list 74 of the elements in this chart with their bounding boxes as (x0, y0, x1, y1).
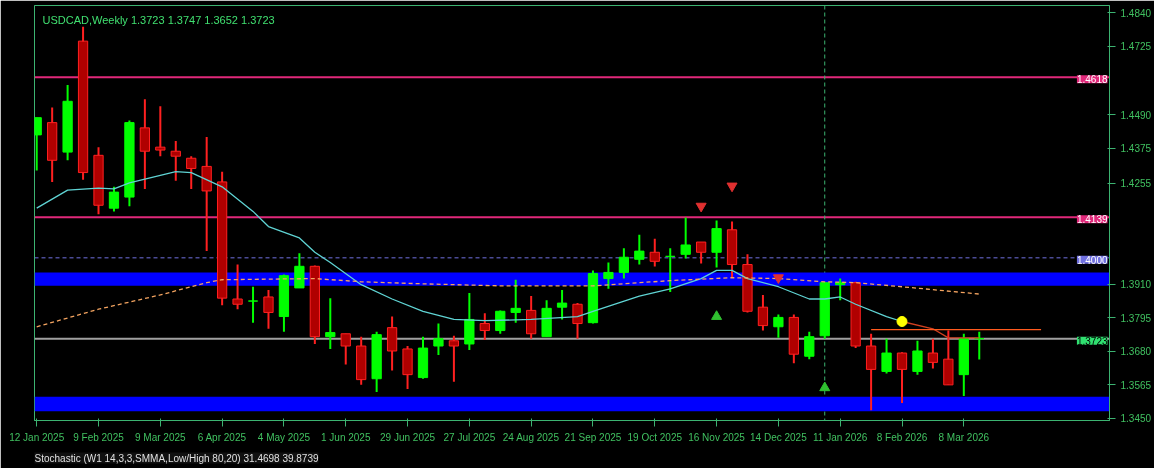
x-tick-label: 24 Aug 2025 (502, 431, 560, 443)
candlestick (634, 233, 645, 266)
candlestick (495, 309, 506, 335)
ref-line-label: 1.3723 (1076, 335, 1108, 347)
candlestick (896, 351, 908, 404)
candlestick (247, 285, 259, 324)
candlestick (912, 339, 923, 376)
x-tick-label: 29 Jun 2025 (380, 431, 436, 443)
candlestick (170, 140, 181, 182)
x-tick-label: 9 Mar 2025 (135, 431, 187, 443)
x-tick-label: 9 Feb 2025 (73, 431, 125, 443)
candlestick (773, 313, 784, 339)
candlestick (665, 247, 676, 293)
candlestick (155, 105, 166, 158)
candlestick (618, 247, 630, 280)
ref-line-label: 1.4000 (1076, 254, 1108, 266)
y-tick-label: 1.3680 (1120, 346, 1152, 358)
candlestick (804, 330, 815, 361)
point (695, 202, 707, 213)
point (896, 316, 908, 327)
candlestick (263, 288, 274, 330)
candlestick (108, 185, 120, 213)
x-tick-label: 16 Nov 2025 (688, 431, 746, 443)
point (726, 182, 738, 193)
candlestick (433, 322, 444, 357)
point (772, 274, 784, 284)
x-tick-label: 14 Dec 2025 (750, 431, 808, 443)
candlestick (680, 216, 691, 260)
candlestick (881, 337, 892, 375)
text: Stochastic (W1 14,3,3,SMMA,Low/High 80,20) 31.4698 39.8739 (34, 452, 319, 464)
x-tick-label: 6 Apr 2025 (197, 431, 247, 443)
candlestick (757, 293, 769, 332)
candlestick (603, 261, 614, 290)
x-tick-label: 21 Sep 2025 (564, 431, 622, 443)
x-tick-label: 1 Jun 2025 (321, 431, 371, 443)
candlestick (510, 278, 521, 324)
candlestick (294, 252, 305, 289)
x-tick-label: 11 Jan 2026 (813, 431, 868, 443)
candlestick (340, 332, 351, 366)
point (819, 381, 831, 392)
y-tick-label: 1.3910 (1120, 279, 1152, 291)
ref-line-label: 1.4139 (1076, 214, 1108, 226)
y-tick-label: 1.3565 (1120, 379, 1152, 391)
candlestick (696, 241, 707, 265)
x-tick-label: 8 Feb 2026 (876, 431, 928, 443)
candlestick (572, 302, 583, 340)
candlestick (139, 98, 151, 190)
x-tick-label: 19 Oct 2025 (627, 431, 683, 443)
text: USDCAD,Weekly 1.3723 1.3747 1.3652 1.3723 (42, 13, 275, 26)
candlestick (386, 315, 398, 372)
candlestick (479, 312, 490, 341)
y-tick-label: 1.4255 (1120, 178, 1152, 190)
y-tick-label: 1.4490 (1120, 109, 1152, 121)
point (711, 310, 723, 320)
y-tick-label: 1.4375 (1120, 143, 1152, 155)
candlestick (325, 297, 336, 350)
x-tick-label: 4 May 2025 (257, 431, 311, 443)
candlestick (927, 337, 939, 370)
candlestick (448, 334, 460, 383)
candlestick (649, 237, 660, 268)
candlestick (232, 263, 243, 311)
candlestick (865, 332, 877, 412)
y-tick-label: 1.4725 (1120, 41, 1152, 53)
x-tick-label: 8 Mar 2026 (938, 431, 990, 443)
ref-line-label: 1.4618 (1076, 74, 1108, 86)
y-tick-label: 1.3795 (1120, 312, 1152, 324)
candlestick (186, 155, 197, 190)
candlestick (526, 295, 537, 340)
x-tick-label: 27 Jul 2025 (443, 431, 496, 443)
candlestick (711, 219, 722, 269)
x-tick-label: 12 Jan 2025 (9, 431, 65, 443)
y-tick-label: 1.3450 (1120, 413, 1152, 425)
candlestick (556, 288, 568, 321)
y-tick-label: 1.4840 (1120, 7, 1152, 19)
